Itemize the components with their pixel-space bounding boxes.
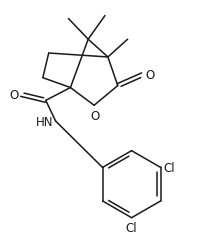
Text: HN: HN <box>36 115 54 128</box>
Text: O: O <box>90 110 100 123</box>
Text: Cl: Cl <box>164 161 175 174</box>
Text: Cl: Cl <box>126 221 137 234</box>
Text: O: O <box>9 89 18 102</box>
Text: O: O <box>145 69 155 82</box>
